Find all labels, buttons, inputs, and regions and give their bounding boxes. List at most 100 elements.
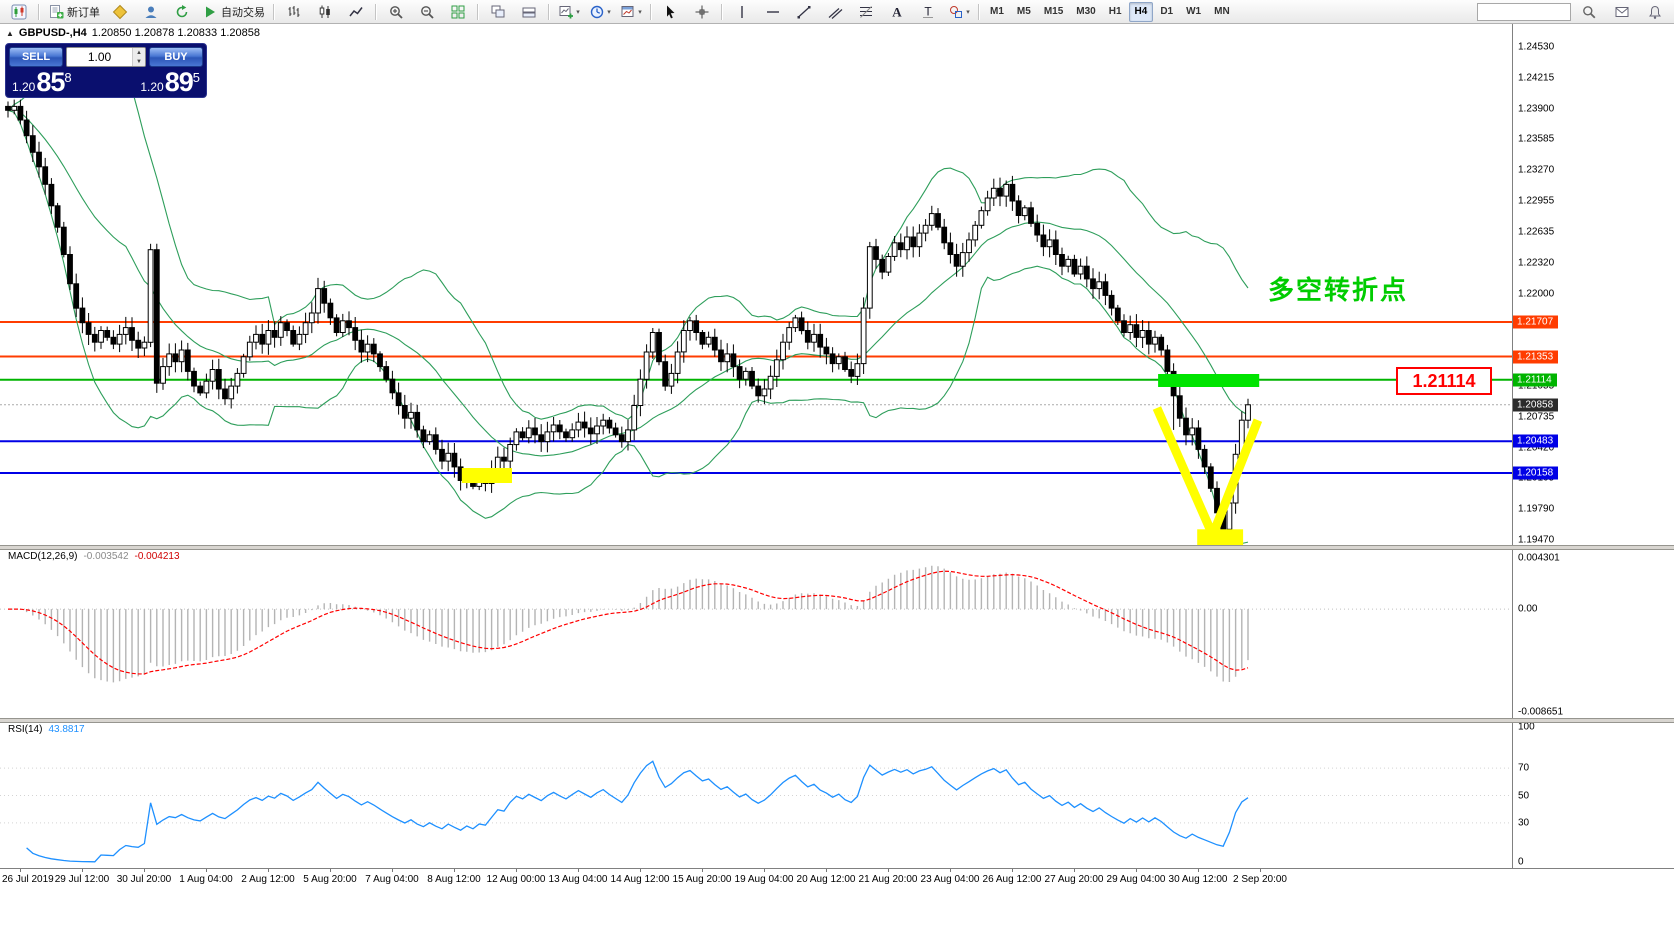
macd-histogram: [13, 565, 1249, 683]
toolbar-fibonacci-button[interactable]: [851, 1, 881, 23]
toolbar-shapes-button[interactable]: ▾: [944, 1, 974, 23]
highlight-rect-august-low[interactable]: [461, 468, 512, 483]
toolbar-profile-button[interactable]: [136, 1, 166, 23]
toolbar-horizontal-line-button[interactable]: [758, 1, 788, 23]
toolbar-mql-market-button[interactable]: [105, 1, 135, 23]
toolbar-search-button[interactable]: [1574, 1, 1604, 23]
highlight-rect-september-low[interactable]: [1197, 529, 1244, 545]
timeframe-W1-button[interactable]: W1: [1186, 6, 1202, 17]
time-axis-tick: [454, 869, 455, 872]
buy-price[interactable]: 1.20 89 5: [140, 69, 200, 96]
timeframe-H4-button[interactable]: H4: [1128, 1, 1154, 22]
toolbar-vertical-line-button[interactable]: [727, 1, 757, 23]
rsi-indicator-canvas[interactable]: [0, 721, 1512, 868]
volume-up-icon[interactable]: ▲: [133, 48, 145, 57]
sell-button[interactable]: SELL: [9, 47, 63, 67]
search-icon: [1581, 4, 1597, 20]
price-callout-box[interactable]: 1.21114: [1396, 367, 1492, 395]
volume-down-icon[interactable]: ▼: [133, 57, 145, 66]
toolbar-line-chart-button[interactable]: [341, 1, 371, 23]
one-click-controls: SELL ▲ ▼ BUY: [9, 47, 203, 67]
price-badge-1.20483: 1.20483: [1513, 434, 1559, 448]
price-axis-label: 1.23900: [1518, 103, 1555, 115]
sell-price[interactable]: 1.20 85 8: [12, 69, 72, 96]
toolbar-channel-button[interactable]: [820, 1, 850, 23]
toolbar-crosshair-button[interactable]: [687, 1, 717, 23]
toolbar-autotrade-button[interactable]: 自动交易: [198, 1, 269, 23]
rsi-line: [26, 760, 1249, 863]
timeframe-M5-button[interactable]: M5: [1016, 6, 1031, 17]
buy-price-sup: 5: [192, 70, 200, 85]
toolbar-envelope-button[interactable]: [1607, 1, 1637, 23]
cascade-windows-icon: [521, 4, 537, 20]
price-axis-label: 1.24215: [1518, 72, 1555, 84]
profile-icon: [143, 4, 159, 20]
chart-title: ▲ GBPUSD-,H4 1.20850 1.20878 1.20833 1.2…: [6, 27, 260, 39]
toolbar-add-chart-button[interactable]: ▾: [554, 1, 584, 23]
mql-market-icon: [112, 4, 128, 20]
toolbar-zoom-in-button[interactable]: [381, 1, 411, 23]
date-axis-label: 8 Aug 12:00: [427, 874, 481, 885]
turning-zone-rect[interactable]: [1158, 374, 1260, 387]
toolbar-tile-windows-button[interactable]: [443, 1, 473, 23]
macd-axis-label: 0.00: [1518, 603, 1538, 615]
volume-input[interactable]: [67, 48, 132, 66]
date-axis-label: 2 Aug 12:00: [241, 874, 295, 885]
one-click-trading-panel: SELL ▲ ▼ BUY 1.20 85 8 1.20: [5, 43, 207, 98]
timeframe-MN-button[interactable]: MN: [1214, 6, 1230, 17]
pane-separator-rsi[interactable]: [0, 718, 1674, 723]
toolbar-trendline-button[interactable]: [789, 1, 819, 23]
main-chart-canvas[interactable]: [0, 24, 1512, 545]
rsi-name: RSI(14): [8, 724, 43, 735]
toolbar-refresh-button[interactable]: [167, 1, 197, 23]
price-axis[interactable]: 1.24530 1.24215 1.23900 1.23585 1.23270 1.229…: [1512, 24, 1674, 868]
trendline-icon: [796, 4, 812, 20]
date-axis-label: 1 Aug 04:00: [179, 874, 233, 885]
time-axis[interactable]: 26 Jul 2019 29 Jul 12:00 30 Jul 20:00 1 Aug…: [0, 868, 1674, 894]
candles: [5, 99, 1251, 540]
date-axis-label: 7 Aug 04:00: [365, 874, 419, 885]
chevron-down-icon: ▾: [966, 8, 970, 16]
one-click-collapse-icon[interactable]: ▲: [6, 28, 14, 38]
date-axis-label: 19 Aug 04:00: [734, 874, 794, 885]
toolbar-text-label-button[interactable]: T: [913, 1, 943, 23]
timeframe-M30-button[interactable]: M30: [1076, 6, 1096, 17]
toolbar-templates-button[interactable]: ▾: [616, 1, 646, 23]
vline-icon: [734, 4, 750, 20]
svg-text:T: T: [924, 4, 932, 18]
toolbar-zoom-out-button[interactable]: [412, 1, 442, 23]
date-axis-label: 23 Aug 04:00: [920, 874, 980, 885]
toolbar-candle-chart-button[interactable]: [310, 1, 340, 23]
turning-point-annotation[interactable]: 多空转折点: [1268, 275, 1409, 305]
price-axis-label: 1.22000: [1518, 288, 1555, 299]
toolbar-cascade-windows-button[interactable]: [514, 1, 544, 23]
pane-separator-macd[interactable]: [0, 545, 1674, 550]
price-badge-1.21353: 1.21353: [1513, 350, 1559, 363]
toolbar: 新订单 自动交易 ▾ ▾ ▾ A T ▾ M1 M5 M15 M30 H1 H4 D1 W1 MN: [0, 0, 1674, 24]
macd-indicator-canvas[interactable]: [0, 548, 1512, 718]
timeframe-D1-button[interactable]: D1: [1160, 6, 1174, 17]
sell-price-prefix: 1.20: [12, 80, 36, 94]
toolbar-cursor-button[interactable]: [656, 1, 686, 23]
toolbar-separator: [273, 3, 275, 20]
toolbar-bar-chart-button[interactable]: [279, 1, 309, 23]
timeframe-H1-button[interactable]: H1: [1108, 6, 1122, 17]
time-axis-tick: [1260, 869, 1261, 872]
buy-button[interactable]: BUY: [149, 47, 203, 67]
toolbar-app-chart-button[interactable]: [4, 1, 34, 23]
chart-workspace: 1.24530 1.24215 1.23900 1.23585 1.23270 1.229…: [0, 24, 1674, 948]
rsi-value: 43.8817: [48, 724, 85, 735]
price-axis-label: 1.19790: [1518, 503, 1555, 515]
toolbar-bell-button[interactable]: [1640, 1, 1670, 23]
toolbar-search-input[interactable]: [1477, 2, 1571, 21]
chevron-down-icon: ▾: [638, 8, 642, 16]
toolbar-new-order-button[interactable]: 新订单: [44, 1, 104, 23]
toolbar-periods-button[interactable]: ▾: [585, 1, 615, 23]
new-order-icon: [48, 4, 64, 20]
timeframe-M15-button[interactable]: M15: [1043, 6, 1064, 17]
date-axis-label: 30 Aug 12:00: [1168, 874, 1228, 885]
chart-symbol-period: GBPUSD-,H4: [18, 27, 87, 39]
timeframe-M1-button[interactable]: M1: [990, 6, 1004, 17]
toolbar-text-button[interactable]: A: [882, 1, 912, 23]
toolbar-arrange-windows-button[interactable]: [483, 1, 513, 23]
